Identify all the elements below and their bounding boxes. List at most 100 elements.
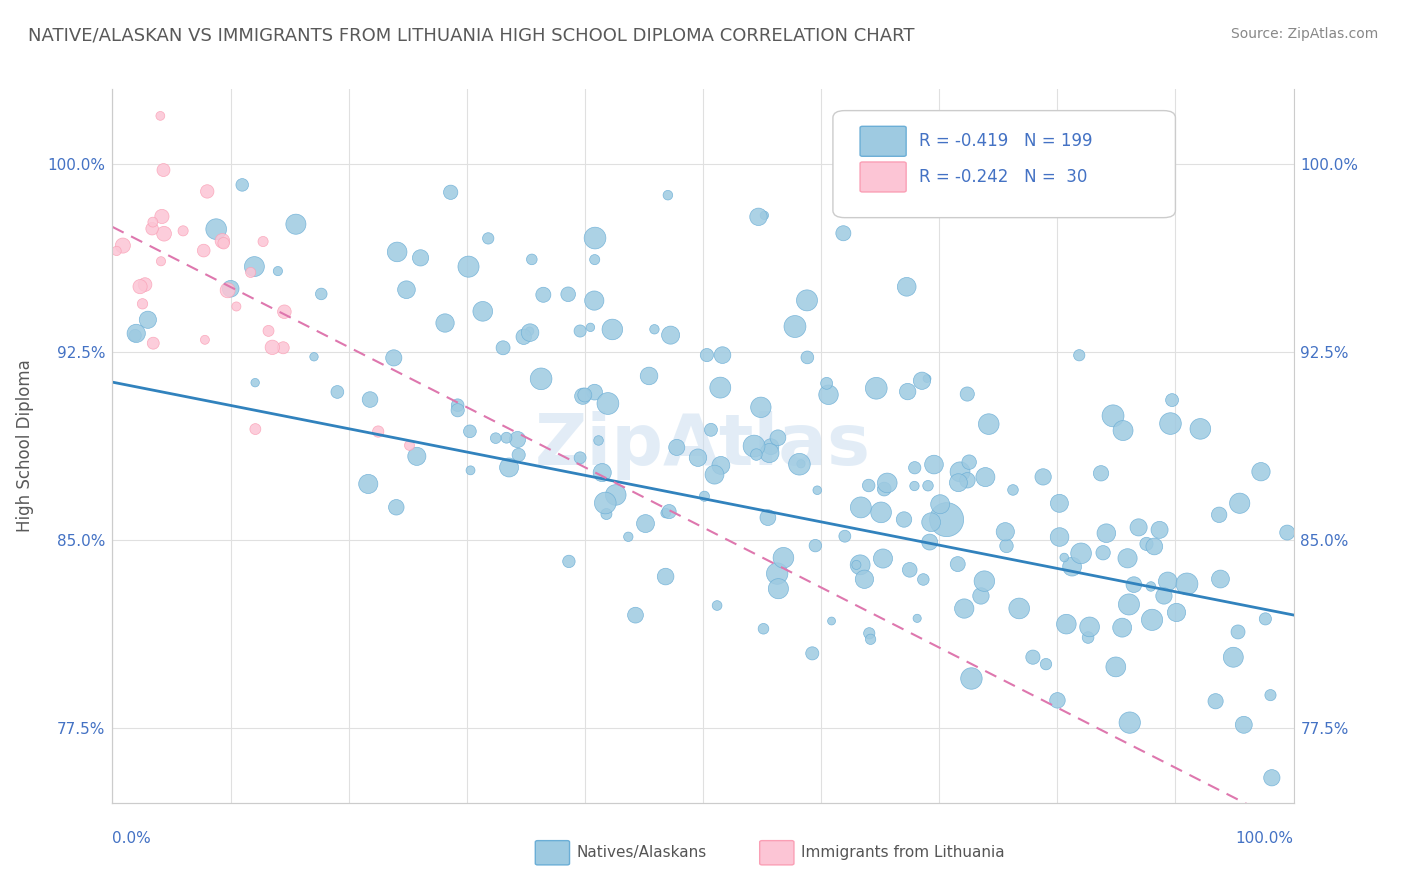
Point bbox=[1149, 523, 1171, 537]
Point bbox=[131, 297, 153, 311]
Point bbox=[1090, 467, 1112, 481]
Point bbox=[617, 530, 640, 544]
Point bbox=[409, 251, 432, 265]
Point bbox=[267, 264, 290, 278]
Point bbox=[1070, 546, 1092, 560]
Point bbox=[111, 238, 134, 252]
FancyBboxPatch shape bbox=[860, 162, 905, 192]
Point bbox=[1227, 624, 1250, 639]
Point bbox=[872, 551, 894, 566]
Point bbox=[686, 450, 709, 465]
Point bbox=[859, 632, 882, 647]
Point bbox=[492, 341, 515, 355]
Point bbox=[245, 422, 267, 436]
Point bbox=[703, 467, 725, 482]
Point bbox=[252, 235, 274, 249]
Point bbox=[447, 398, 470, 412]
Point bbox=[519, 326, 541, 340]
Point bbox=[918, 535, 941, 549]
Point bbox=[136, 312, 159, 326]
Point bbox=[896, 280, 918, 294]
Point bbox=[756, 510, 779, 524]
Point bbox=[742, 439, 765, 453]
Point bbox=[1112, 424, 1135, 438]
Point bbox=[956, 473, 979, 487]
Text: NATIVE/ALASKAN VS IMMIGRANTS FROM LITHUANIA HIGH SCHOOL DIPLOMA CORRELATION CHAR: NATIVE/ALASKAN VS IMMIGRANTS FROM LITHUA… bbox=[28, 27, 915, 45]
Point bbox=[405, 450, 427, 464]
Point bbox=[460, 463, 482, 477]
Point bbox=[659, 328, 682, 343]
Point bbox=[588, 434, 610, 448]
Point bbox=[284, 217, 307, 231]
Point bbox=[271, 341, 294, 355]
Point bbox=[512, 330, 534, 344]
Point bbox=[231, 178, 253, 192]
Point bbox=[897, 384, 920, 399]
Point bbox=[1111, 621, 1133, 635]
Point bbox=[257, 324, 280, 338]
Point bbox=[796, 351, 818, 365]
Point bbox=[920, 515, 942, 529]
Point bbox=[1077, 631, 1099, 645]
Point bbox=[150, 210, 173, 224]
Point bbox=[579, 320, 602, 334]
Point bbox=[398, 438, 420, 452]
Point bbox=[1105, 660, 1128, 674]
Point bbox=[922, 458, 945, 472]
Point bbox=[1222, 650, 1244, 665]
Point bbox=[1054, 617, 1077, 632]
Text: Immigrants from Lithuania: Immigrants from Lithuania bbox=[801, 846, 1005, 860]
Point bbox=[302, 350, 325, 364]
Point bbox=[898, 563, 921, 577]
Point bbox=[124, 328, 146, 343]
Point bbox=[591, 466, 613, 480]
Point bbox=[1189, 422, 1212, 436]
Point bbox=[440, 186, 463, 200]
Point bbox=[395, 283, 418, 297]
Point bbox=[219, 282, 242, 296]
Point bbox=[495, 431, 517, 445]
Point bbox=[1140, 613, 1163, 627]
Point bbox=[1032, 470, 1054, 484]
Point bbox=[754, 208, 776, 222]
Point bbox=[385, 244, 408, 259]
Point bbox=[506, 433, 529, 447]
Point bbox=[696, 348, 718, 362]
Point bbox=[905, 611, 928, 625]
Point bbox=[1122, 577, 1144, 591]
Point bbox=[583, 231, 606, 245]
Point bbox=[665, 441, 688, 455]
Point bbox=[1277, 525, 1299, 540]
Point bbox=[796, 293, 818, 308]
Point bbox=[142, 336, 165, 351]
Point bbox=[498, 460, 520, 475]
Point bbox=[1119, 715, 1142, 730]
Point bbox=[1022, 650, 1045, 665]
Point bbox=[1092, 546, 1115, 560]
Point bbox=[752, 622, 775, 636]
Point bbox=[806, 483, 828, 498]
Point bbox=[634, 516, 657, 531]
Point bbox=[149, 109, 172, 123]
Point bbox=[1102, 409, 1125, 423]
Point bbox=[912, 573, 935, 587]
Point bbox=[326, 384, 349, 399]
Point bbox=[520, 252, 543, 267]
Point bbox=[519, 324, 541, 338]
Point bbox=[817, 388, 839, 402]
Point bbox=[876, 475, 898, 490]
FancyBboxPatch shape bbox=[536, 840, 569, 865]
Point bbox=[745, 448, 768, 462]
Point bbox=[915, 371, 938, 385]
Point bbox=[593, 496, 616, 510]
Point bbox=[832, 226, 855, 240]
Point bbox=[946, 557, 969, 571]
Text: 0.0%: 0.0% bbox=[112, 831, 152, 847]
Point bbox=[1053, 550, 1076, 565]
Point bbox=[125, 326, 148, 341]
Point bbox=[1250, 465, 1272, 479]
Point bbox=[134, 277, 156, 292]
Point bbox=[243, 260, 266, 274]
Point bbox=[243, 376, 266, 390]
Point bbox=[1166, 606, 1188, 620]
